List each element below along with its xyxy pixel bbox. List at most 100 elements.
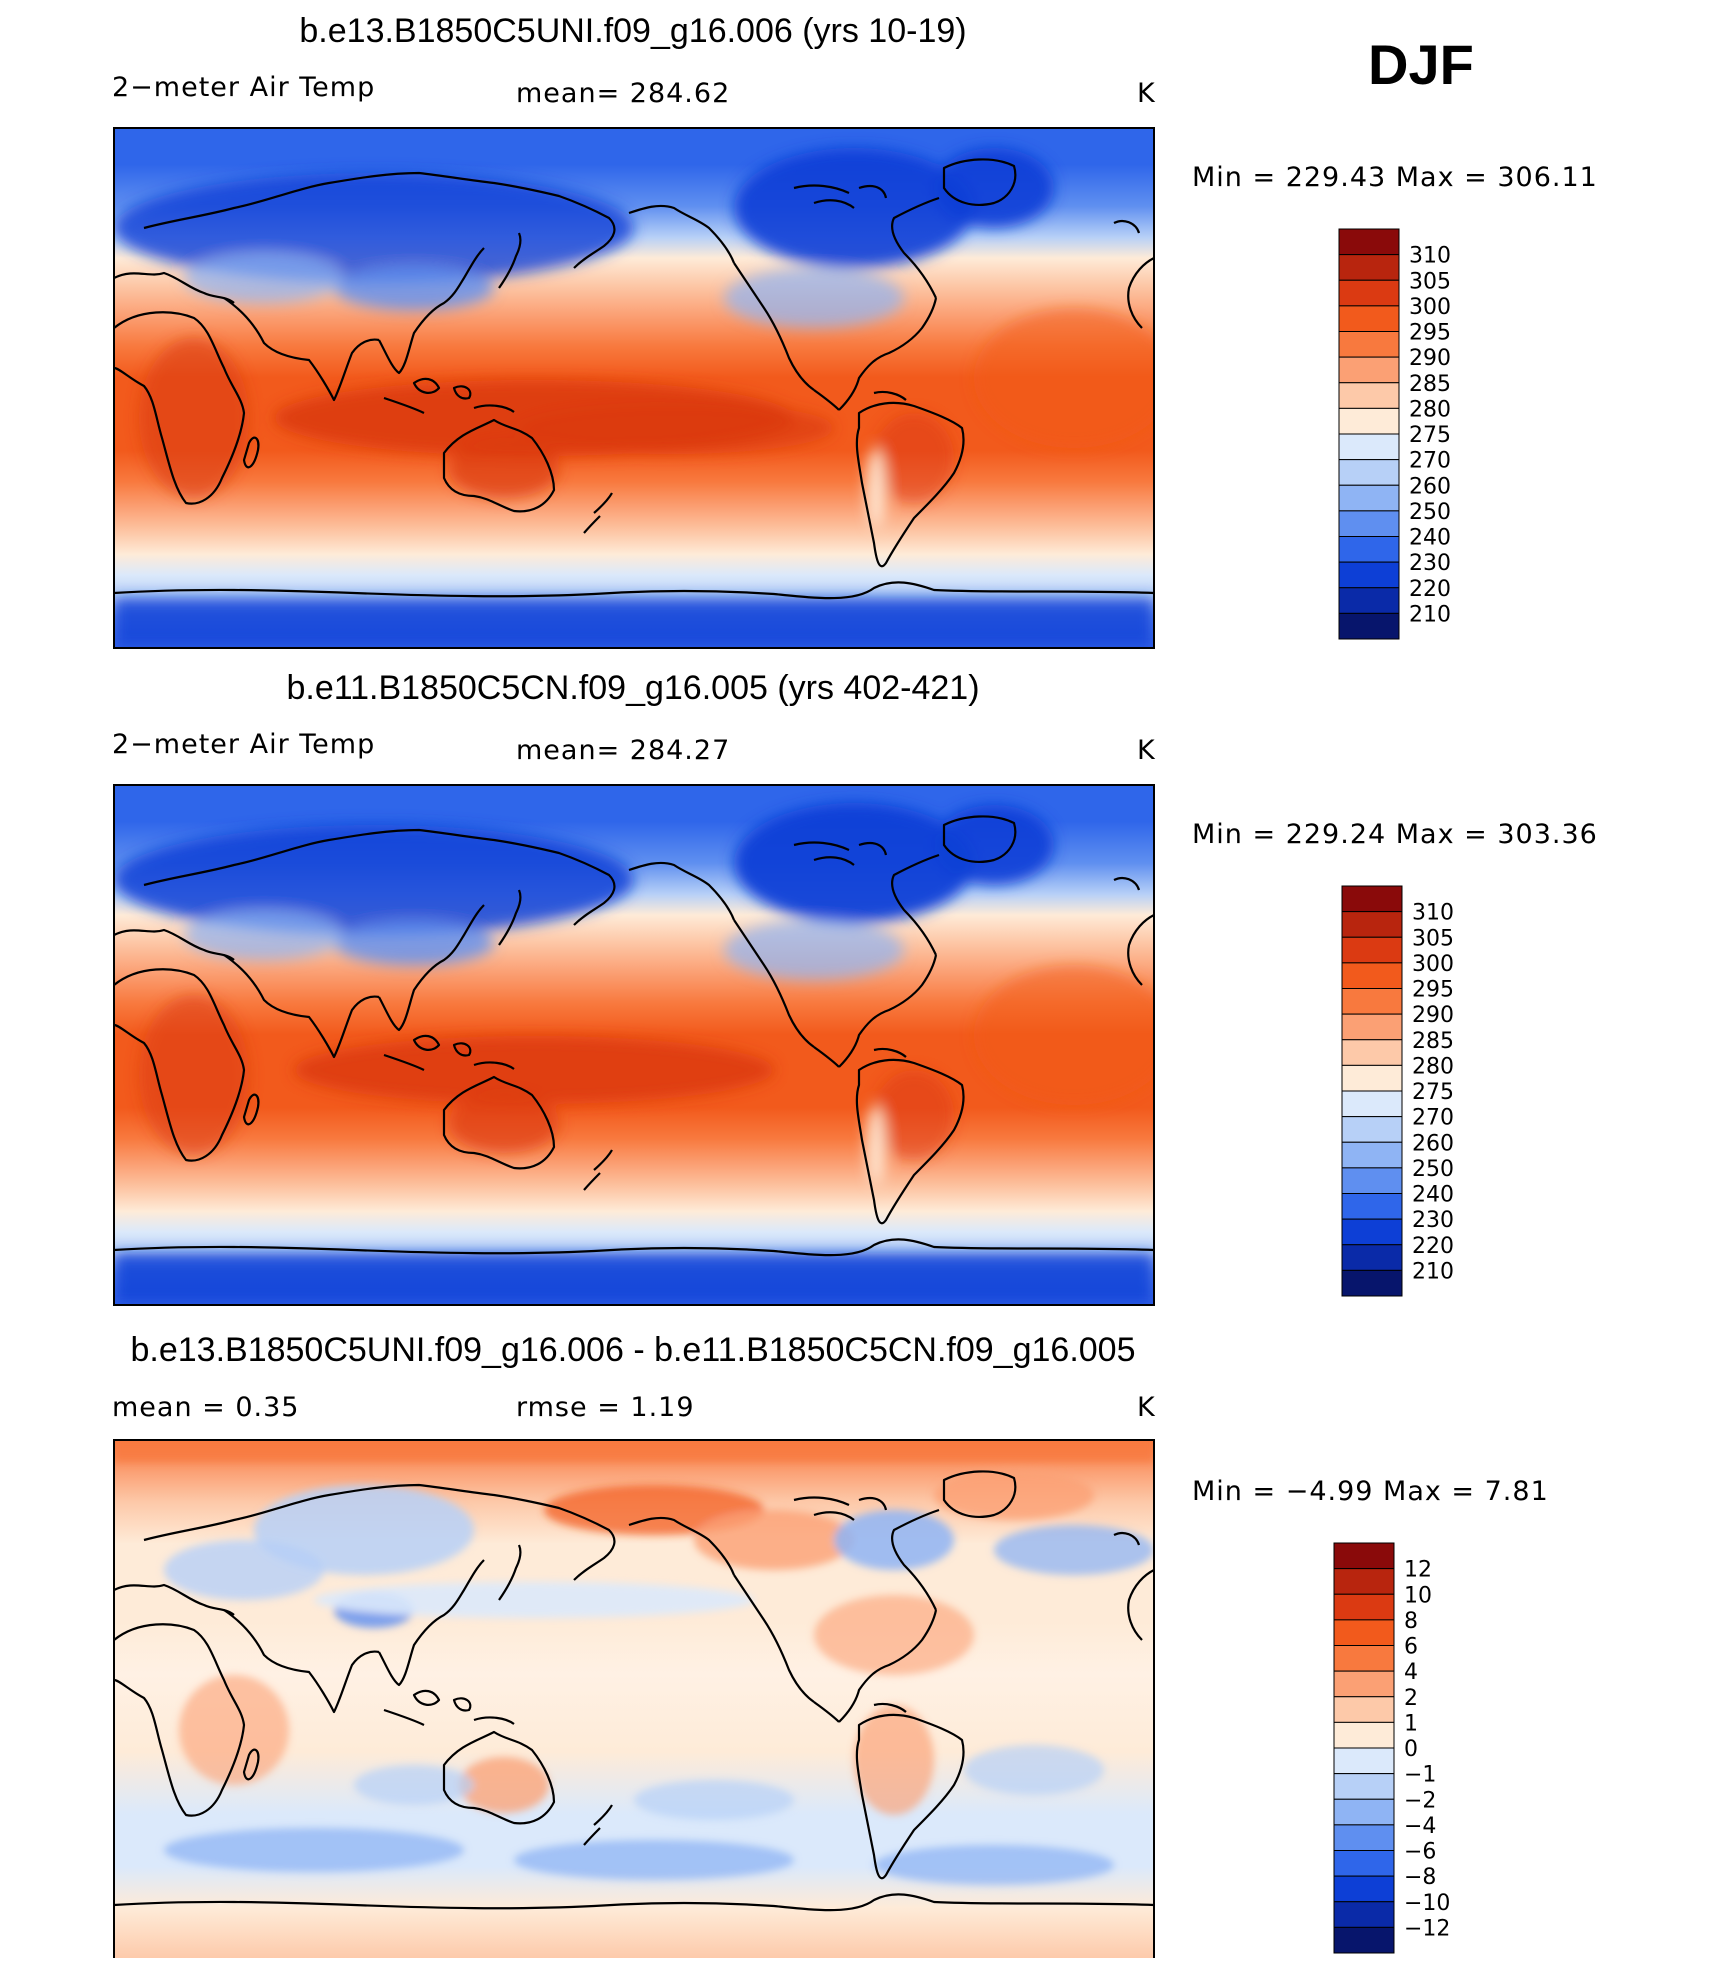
- colorbar-swatch: [1341, 936, 1403, 964]
- panel-2-units: K: [1137, 735, 1156, 766]
- colorbar-label: 310: [1412, 901, 1454, 926]
- colorbar-swatch: [1333, 1850, 1395, 1877]
- colorbar-swatch: [1338, 536, 1400, 563]
- panel-3-map: [112, 1439, 1156, 1961]
- panel-1-variable: 2−meter Air Temp: [112, 72, 375, 103]
- panel-2-title: b.e11.B1850C5CN.f09_g16.005 (yrs 402-421…: [286, 669, 979, 707]
- colorbar-swatch: [1341, 1244, 1403, 1271]
- colorbar-swatch: [1333, 1670, 1395, 1698]
- colorbar-swatch: [1333, 1798, 1395, 1826]
- colorbar-swatch: [1333, 1926, 1395, 1954]
- colorbar-label: 270: [1412, 1106, 1454, 1131]
- panel-3-units: K: [1137, 1392, 1156, 1423]
- colorbar-label: −8: [1404, 1865, 1436, 1890]
- colorbar-label: 305: [1412, 926, 1454, 951]
- colorbar-label: 240: [1409, 526, 1451, 551]
- panel-3-mean: mean = 0.35: [112, 1392, 299, 1423]
- colorbar-label: −12: [1404, 1916, 1450, 1941]
- colorbar-label: 290: [1409, 346, 1451, 371]
- colorbar-label: 285: [1412, 1029, 1454, 1054]
- colorbar-swatch: [1333, 1773, 1395, 1800]
- colorbar-label: 12: [1404, 1558, 1432, 1583]
- panel-1-map: [112, 127, 1156, 649]
- colorbar-label: 4: [1404, 1660, 1418, 1685]
- colorbar-swatch: [1333, 1593, 1395, 1621]
- colorbar-swatch: [1341, 962, 1403, 989]
- colorbar-swatch: [1333, 1875, 1395, 1903]
- colorbar-swatch: [1338, 254, 1400, 281]
- panel-1: b.e13.B1850C5UNI.f09_g16.006 (yrs 10-19)…: [112, 12, 1598, 649]
- colorbar-swatch: [1333, 1542, 1395, 1570]
- colorbar-label: 290: [1412, 1003, 1454, 1028]
- colorbar-swatch: [1333, 1568, 1395, 1595]
- panel-2: b.e11.B1850C5CN.f09_g16.005 (yrs 402-421…: [112, 669, 1597, 1306]
- colorbar-swatch: [1338, 356, 1400, 384]
- panel-3-rmse: rmse = 1.19: [516, 1392, 695, 1423]
- colorbar-label: 295: [1412, 978, 1454, 1003]
- colorbar-swatch: [1338, 433, 1400, 461]
- colorbar-swatch: [1338, 612, 1400, 640]
- colorbar-label: 6: [1404, 1635, 1418, 1660]
- panel-1-title: b.e13.B1850C5UNI.f09_g16.006 (yrs 10-19): [299, 12, 966, 50]
- colorbar-label: −2: [1404, 1788, 1436, 1813]
- colorbar-swatch: [1338, 279, 1400, 307]
- colorbar-swatch: [1341, 1193, 1403, 1220]
- colorbar-label: 260: [1412, 1131, 1454, 1156]
- colorbar-label: 280: [1412, 1054, 1454, 1079]
- colorbar-label: 220: [1412, 1234, 1454, 1259]
- colorbar-label: 1: [1404, 1711, 1418, 1736]
- colorbar-label: −10: [1404, 1891, 1450, 1916]
- colorbar-label: 230: [1409, 551, 1451, 576]
- colorbar-label: −4: [1404, 1814, 1436, 1839]
- colorbar-swatch: [1338, 561, 1400, 589]
- colorbar-label: 300: [1412, 952, 1454, 977]
- colorbar-label: 0: [1404, 1737, 1418, 1762]
- panel-2-frame: [113, 784, 1155, 1306]
- colorbar-label: 305: [1409, 269, 1451, 294]
- colorbar-label: 260: [1409, 474, 1451, 499]
- panel-2-variable: 2−meter Air Temp: [112, 729, 375, 760]
- panel-3-title: b.e13.B1850C5UNI.f09_g16.006 - b.e11.B18…: [130, 1331, 1135, 1369]
- colorbar-label: 2: [1404, 1686, 1418, 1711]
- panel-1-field-detail: [114, 148, 1154, 648]
- colorbar-label: 310: [1409, 244, 1451, 269]
- colorbar-swatch: [1341, 1269, 1403, 1297]
- colorbar-label: 8: [1404, 1609, 1418, 1634]
- colorbar-swatch: [1338, 407, 1400, 435]
- colorbar-swatch: [1333, 1696, 1395, 1723]
- colorbar-label: 250: [1412, 1157, 1454, 1182]
- colorbar-label: 250: [1409, 500, 1451, 525]
- colorbar-label: 210: [1409, 602, 1451, 627]
- colorbar-swatch: [1341, 988, 1403, 1015]
- colorbar-swatch: [1338, 484, 1400, 512]
- colorbar-swatch: [1341, 1090, 1403, 1118]
- colorbar-swatch: [1341, 1064, 1403, 1092]
- colorbar-label: 240: [1412, 1183, 1454, 1208]
- colorbar-label: 275: [1412, 1080, 1454, 1105]
- panel-2-map: [112, 784, 1156, 1306]
- panel-1-minmax: Min = 229.43 Max = 306.11: [1192, 162, 1598, 193]
- colorbar-label: 285: [1409, 372, 1451, 397]
- colorbar-swatch: [1333, 1747, 1395, 1775]
- colorbar-label: 230: [1412, 1208, 1454, 1233]
- colorbar-label: 295: [1409, 321, 1451, 346]
- colorbar-label: 300: [1409, 295, 1451, 320]
- panel-1-frame: [113, 127, 1155, 649]
- colorbar-swatch: [1338, 228, 1400, 256]
- colorbar-swatch: [1333, 1901, 1395, 1928]
- colorbar-swatch: [1341, 1116, 1403, 1143]
- colorbar-swatch: [1338, 305, 1400, 332]
- colorbar-swatch: [1341, 1218, 1403, 1246]
- colorbar-swatch: [1341, 1167, 1403, 1194]
- colorbar-swatch: [1341, 911, 1403, 938]
- panel-2-field-detail: [114, 803, 1154, 1305]
- colorbar-swatch: [1341, 1013, 1403, 1041]
- colorbar-swatch: [1338, 587, 1400, 614]
- panel-1-units: K: [1137, 78, 1156, 109]
- panel-3: b.e13.B1850C5UNI.f09_g16.006 - b.e11.B18…: [112, 1331, 1548, 1961]
- colorbar-swatch: [1338, 459, 1400, 486]
- colorbar-label: −6: [1404, 1840, 1436, 1865]
- colorbar-swatch: [1338, 331, 1400, 358]
